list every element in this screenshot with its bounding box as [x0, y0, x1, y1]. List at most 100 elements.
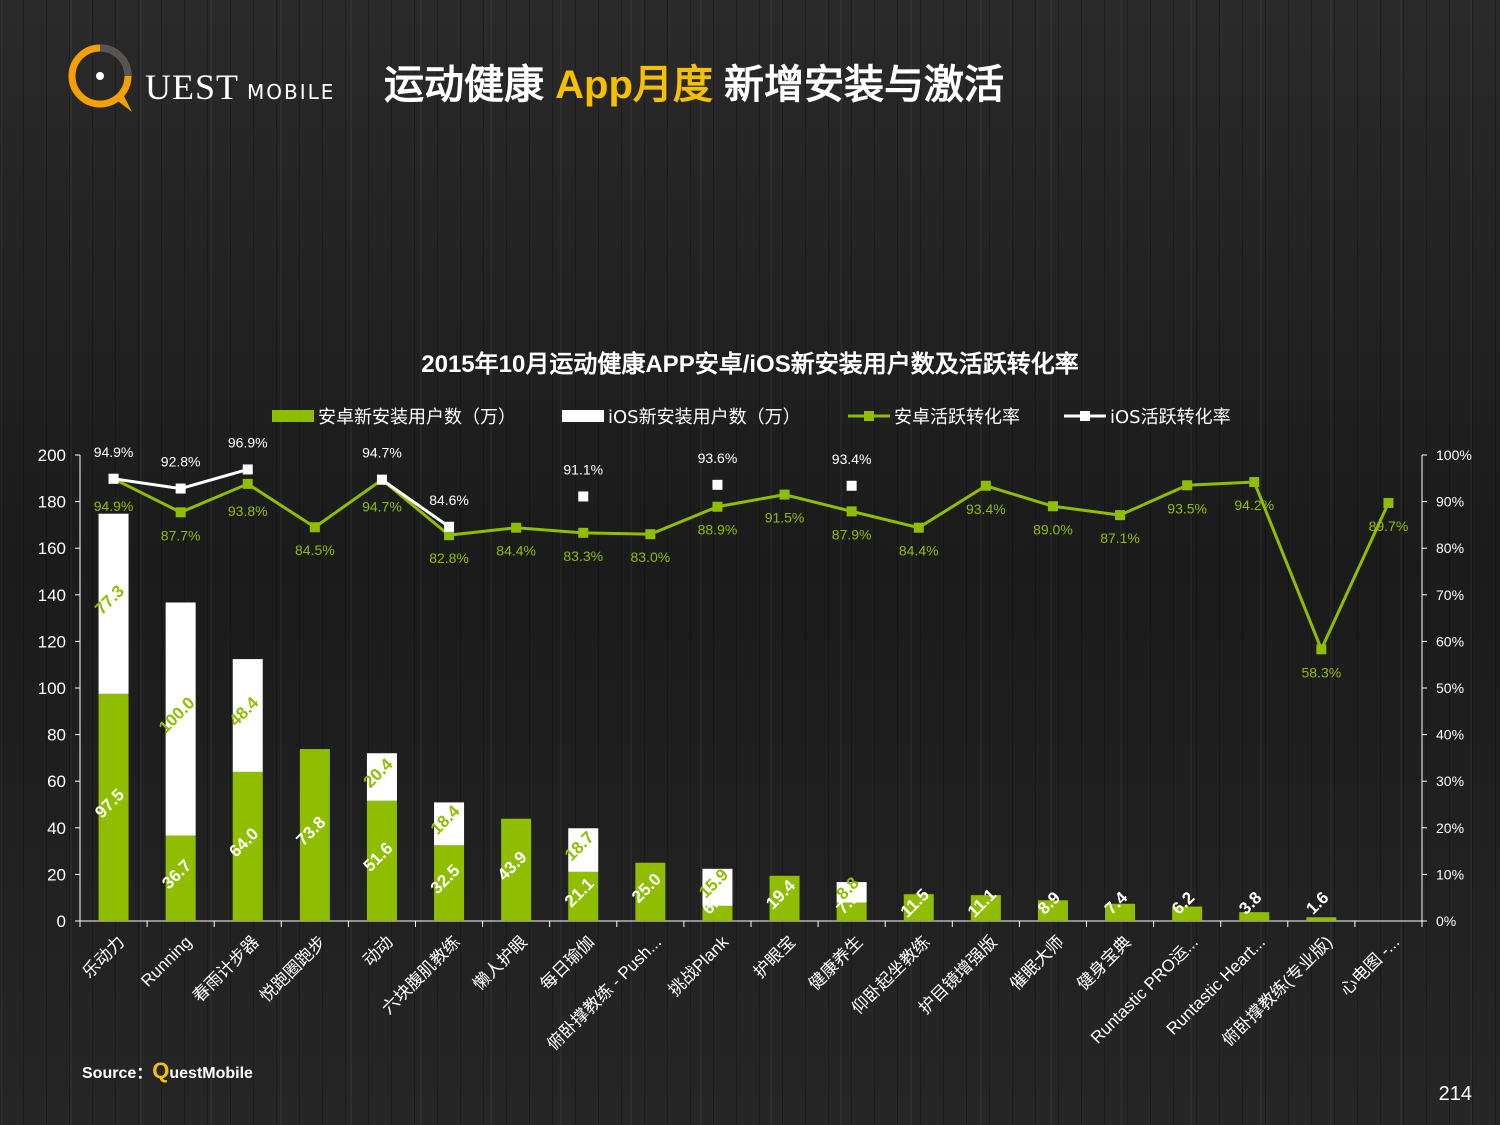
- y-tick-label-6: 120: [38, 632, 66, 651]
- x-tick-label-3: 悦跑圈跑步: [256, 932, 330, 1006]
- label-ios-rate-4: 94.7%: [362, 445, 402, 461]
- point-android-rate-12: [913, 522, 924, 533]
- label-ios-rate-1: 92.8%: [161, 454, 201, 470]
- label-android-rate-6: 84.4%: [496, 543, 536, 559]
- y-tick-label-5: 100: [38, 679, 66, 698]
- bar-ios-11: [836, 882, 867, 903]
- legend-label-2: 安卓活跃转化率: [894, 407, 1020, 428]
- questmobile-logo: [68, 44, 132, 112]
- y2-tick-label-5: 50%: [1436, 680, 1464, 696]
- label-android-rate-8: 83.0%: [630, 549, 670, 565]
- page-title: 运动健康 App月度 新增安装与激活: [384, 52, 1004, 110]
- line-ios-rate-1: [381, 478, 450, 528]
- logo-tail: [114, 92, 132, 112]
- x-tick-label-18: 俯卧撑教练(专业版): [1219, 932, 1337, 1050]
- point-ios-rate-9: [712, 479, 723, 490]
- point-ios-rate-7: [578, 491, 589, 502]
- point-android-rate-6: [511, 522, 522, 533]
- y-tick-label-3: 60: [47, 772, 66, 791]
- label-android-rate-0: 94.9%: [94, 498, 134, 514]
- legend-swatch-0: [272, 410, 314, 422]
- x-tick-label-6: 懒人护眼: [469, 932, 531, 994]
- x-tick-label-8: 俯卧撑教练 - Push...: [544, 932, 666, 1054]
- label-android-rate-5: 82.8%: [429, 550, 469, 566]
- label-android-rate-1: 87.7%: [161, 527, 201, 543]
- x-tick-label-19: 心电图 -...: [1336, 932, 1403, 999]
- y-tick-label-10: 200: [38, 446, 66, 465]
- y-tick-label-4: 80: [47, 726, 66, 745]
- point-android-rate-19: [1383, 497, 1394, 508]
- label-ios-rate-11: 93.4%: [832, 451, 872, 467]
- label-android-rate-15: 87.1%: [1100, 530, 1140, 546]
- bar-ios-0: [98, 513, 129, 694]
- point-ios-rate-1: [175, 483, 186, 494]
- x-tick-label-10: 护眼宝: [750, 932, 799, 981]
- label-android-rate-10: 91.5%: [765, 510, 805, 526]
- x-tick-label-9: 挑战Plank: [665, 932, 733, 1000]
- bar-android-12: [903, 894, 934, 921]
- title-highlight: App月度: [555, 63, 713, 107]
- bar-android-9: [702, 905, 733, 921]
- bar-ios-7: [568, 828, 599, 872]
- bar-android-17: [1239, 912, 1270, 921]
- page-number: 214: [1438, 1083, 1472, 1105]
- bar-android-18: [1306, 917, 1337, 921]
- point-ios-rate-0: [108, 473, 119, 484]
- point-android-rate-3: [309, 522, 320, 533]
- point-android-rate-15: [1115, 510, 1126, 521]
- y-tick-label-7: 140: [38, 586, 66, 605]
- label-android-rate-16: 93.5%: [1167, 500, 1207, 516]
- bar-android-0: [98, 693, 129, 921]
- point-android-rate-10: [779, 489, 790, 500]
- legend-swatch-1: [562, 410, 604, 422]
- logo-dot: [96, 72, 104, 80]
- bar-ios-5: [434, 802, 465, 846]
- chart-title: 2015年10月运动健康APP安卓/iOS新安装用户数及活跃转化率: [421, 350, 1078, 378]
- label-android-rate-3: 84.5%: [295, 542, 335, 558]
- logo-text: UEST MOBILE: [145, 66, 335, 108]
- logo-ring-gap: [99, 44, 132, 77]
- source-label: Source：: [82, 1065, 153, 1082]
- bar-android-13: [970, 895, 1001, 921]
- point-android-rate-2: [242, 478, 253, 489]
- bar-android-15: [1105, 903, 1136, 921]
- label-android-rate-9: 88.9%: [698, 522, 738, 538]
- bar-android-5: [434, 845, 465, 921]
- point-android-rate-11: [846, 506, 857, 517]
- label-ios-rate-2: 96.9%: [228, 434, 268, 450]
- bar-android-14: [1037, 900, 1068, 921]
- label-android-rate-19: 89.7%: [1369, 518, 1409, 534]
- y2-tick-label-6: 60%: [1436, 633, 1464, 649]
- y2-tick-label-7: 70%: [1436, 587, 1464, 603]
- y2-tick-label-10: 100%: [1436, 447, 1472, 463]
- bar-label-android-18: 1.6: [1302, 888, 1332, 918]
- bar-ios-9: [702, 868, 733, 906]
- legend-marker-2: [864, 411, 874, 421]
- bar-ios-2: [232, 659, 263, 772]
- point-android-rate-14: [1047, 501, 1058, 512]
- legend-label-0: 安卓新安装用户数（万）: [318, 407, 516, 428]
- label-android-rate-12: 84.4%: [899, 543, 939, 559]
- label-ios-rate-5: 84.6%: [429, 492, 469, 508]
- bar-ios-1: [165, 602, 196, 836]
- point-ios-rate-2: [242, 464, 253, 475]
- bar-android-16: [1172, 906, 1203, 921]
- x-tick-label-11: 健康养生: [805, 932, 867, 994]
- label-android-rate-14: 89.0%: [1033, 521, 1073, 537]
- point-android-rate-9: [712, 501, 723, 512]
- y2-tick-label-9: 90%: [1436, 494, 1464, 510]
- bar-android-3: [299, 749, 330, 921]
- label-ios-rate-9: 93.6%: [698, 450, 738, 466]
- y-tick-label-9: 180: [38, 493, 66, 512]
- line-android-rate: [112, 477, 1390, 654]
- title-part2: 新增安装与激活: [712, 63, 1005, 107]
- label-android-rate-18: 58.3%: [1301, 664, 1341, 680]
- y-tick-label-0: 0: [57, 912, 66, 931]
- x-tick-label-1: Running: [137, 932, 195, 990]
- label-android-rate-13: 93.4%: [966, 501, 1006, 517]
- point-android-rate-8: [645, 529, 656, 540]
- y2-tick-label-1: 10%: [1436, 866, 1464, 882]
- y2-tick-label-2: 20%: [1436, 820, 1464, 836]
- point-android-rate-5: [444, 530, 455, 541]
